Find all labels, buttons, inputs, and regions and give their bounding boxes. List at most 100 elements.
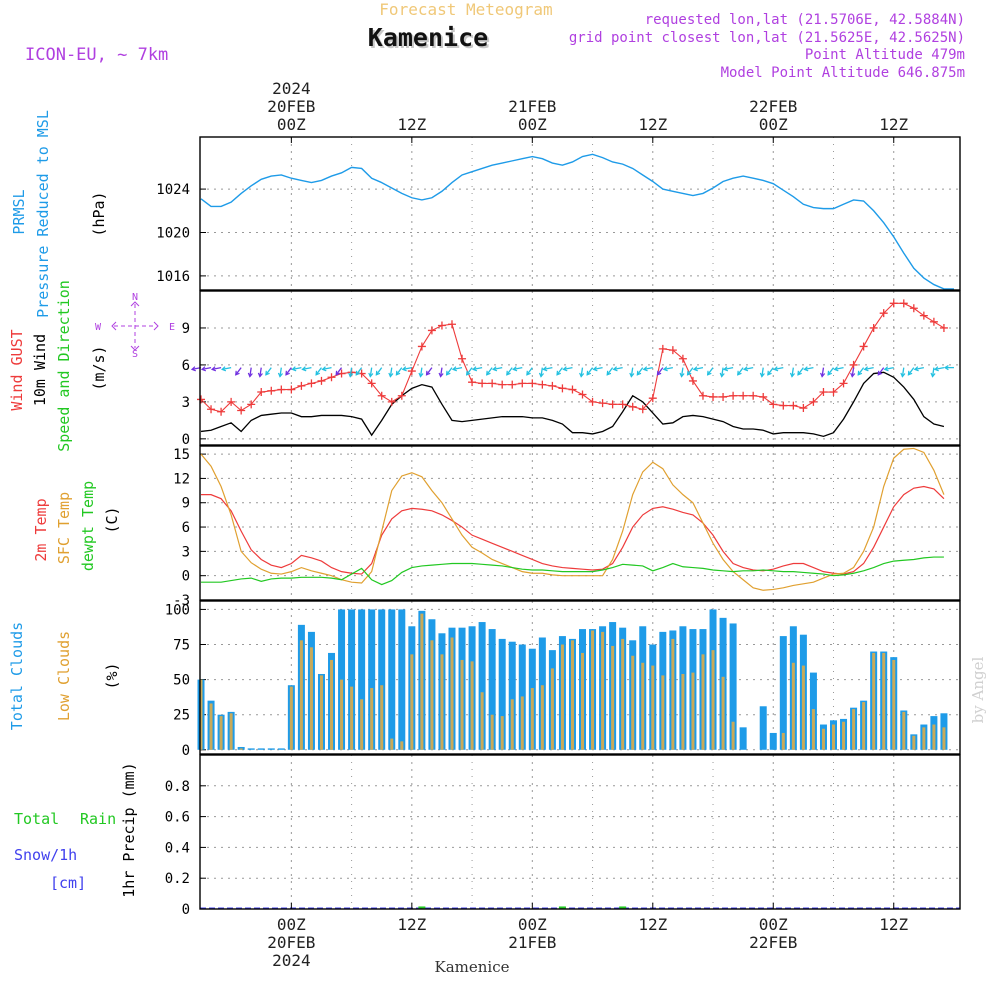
precip-panel-border bbox=[199, 754, 961, 910]
total-cloud-bar bbox=[779, 636, 787, 750]
ytick-label: 9 bbox=[182, 321, 190, 337]
low-cloud-bar bbox=[601, 631, 605, 750]
gust-marker bbox=[588, 397, 597, 406]
ytick-label: -3 bbox=[173, 593, 190, 609]
gust-marker bbox=[608, 400, 617, 409]
gust-marker bbox=[257, 388, 266, 397]
wind-arrow bbox=[335, 367, 343, 376]
wind-arrow bbox=[934, 366, 945, 371]
total-cloud-bar bbox=[247, 748, 255, 750]
wind-labels: Wind GUST 10m Wind Speed and Direction (… bbox=[8, 280, 175, 452]
wind-arrow bbox=[931, 367, 935, 377]
low-cloud-bar bbox=[420, 613, 424, 750]
wind-arrow bbox=[680, 367, 684, 377]
wind-arrow bbox=[864, 366, 874, 371]
wind-panel: 0 3 6 9 bbox=[182, 291, 960, 448]
low-cloud-bar bbox=[862, 702, 866, 750]
clouds-panel-border bbox=[199, 600, 961, 755]
wind-arrow bbox=[791, 367, 794, 377]
gust-marker bbox=[759, 392, 768, 401]
wind-arrowhead bbox=[321, 366, 327, 372]
gust-marker bbox=[929, 317, 938, 326]
wind-arrowhead bbox=[335, 370, 341, 376]
pressure-panel: 1016 1020 1024 bbox=[156, 137, 960, 290]
wind-arrowhead bbox=[586, 370, 592, 376]
total-clouds-label: Total Clouds bbox=[8, 622, 26, 730]
model-label: ICON-EU, ~ 7km bbox=[25, 45, 168, 65]
ytick-label: 100 bbox=[165, 602, 190, 618]
pressure-panel-bg bbox=[200, 137, 960, 290]
ytick-label: 3 bbox=[182, 395, 190, 411]
location-title: Kamenice bbox=[368, 23, 488, 52]
gust-marker bbox=[628, 402, 637, 411]
bottom-time-label: 22FEB bbox=[749, 933, 797, 952]
low-cloud-bar bbox=[721, 676, 725, 750]
low-cloud-bar bbox=[581, 652, 585, 750]
wind-arrow bbox=[486, 367, 493, 376]
wind-arrow bbox=[322, 366, 332, 371]
top-time-label: 2024 bbox=[272, 79, 311, 98]
wind-arrow bbox=[606, 367, 614, 376]
wind-arrowhead bbox=[486, 370, 491, 376]
gust-marker bbox=[458, 354, 467, 363]
ytick-label: 15 bbox=[173, 447, 190, 463]
ytick-label: 0 bbox=[182, 432, 190, 448]
low-cloud-bar bbox=[289, 686, 293, 750]
gust-marker bbox=[668, 346, 677, 355]
compass-e: E bbox=[169, 322, 175, 333]
low-clouds-label: Low Clouds bbox=[55, 631, 73, 721]
wind-arrowhead bbox=[592, 366, 598, 372]
temp-sfc-label: SFC Temp bbox=[55, 492, 73, 564]
wind-arrowhead bbox=[789, 372, 796, 378]
gust-marker bbox=[799, 404, 808, 413]
wind-arrowhead bbox=[612, 366, 618, 372]
total-cloud-bar bbox=[378, 609, 386, 750]
gust-marker bbox=[809, 397, 818, 406]
gust-marker bbox=[789, 401, 798, 410]
low-cloud-bar bbox=[912, 735, 916, 750]
low-cloud-bar bbox=[239, 748, 243, 750]
wind-arrow bbox=[446, 367, 453, 376]
low-cloud-bar bbox=[892, 659, 896, 750]
gust-marker bbox=[819, 388, 828, 397]
gust-marker bbox=[919, 311, 928, 320]
gust-marker bbox=[498, 380, 507, 389]
low-cloud-bar bbox=[380, 685, 384, 750]
rain-bar bbox=[619, 906, 627, 909]
pressure-label-msl: Pressure Reduced to MSL bbox=[34, 110, 52, 318]
total-cloud-bar bbox=[508, 641, 516, 750]
bottom-time-label: 00Z bbox=[759, 915, 788, 934]
tsfc-line bbox=[200, 447, 945, 591]
low-cloud-bar bbox=[309, 647, 313, 750]
total-cloud-bar bbox=[388, 609, 396, 750]
low-cloud-bar bbox=[209, 703, 213, 750]
wind-arrow bbox=[315, 367, 322, 376]
low-cloud-bar bbox=[340, 679, 344, 750]
wind-arrowhead bbox=[200, 366, 207, 372]
wind-arrowhead bbox=[401, 366, 407, 372]
low-cloud-bar bbox=[591, 630, 595, 750]
total-cloud-bar bbox=[338, 609, 346, 750]
gust-marker bbox=[488, 379, 497, 388]
low-cloud-bar bbox=[902, 711, 906, 750]
temp-panel-border bbox=[199, 445, 961, 601]
gust-marker bbox=[909, 304, 918, 313]
model-altitude: Model Point Altitude 646.875m bbox=[721, 65, 965, 81]
clouds-panel: 0 25 50 75 100 bbox=[165, 601, 960, 759]
wind-panel-border bbox=[199, 290, 961, 446]
ytick-label: 25 bbox=[173, 708, 190, 724]
wind-arrowhead bbox=[820, 372, 826, 378]
total-cloud-bar bbox=[769, 732, 777, 750]
low-cloud-bar bbox=[430, 640, 434, 750]
gust-marker bbox=[869, 323, 878, 332]
wind-arrow bbox=[593, 366, 603, 371]
gust-marker bbox=[568, 385, 577, 394]
wind-arrow bbox=[235, 367, 242, 376]
gust-marker bbox=[558, 384, 567, 393]
bottom-time-label: 12Z bbox=[879, 915, 908, 934]
total-cloud-bar bbox=[759, 706, 767, 750]
low-cloud-bar bbox=[350, 686, 354, 750]
gust-marker bbox=[377, 391, 386, 400]
wind-arrowhead bbox=[492, 366, 498, 372]
